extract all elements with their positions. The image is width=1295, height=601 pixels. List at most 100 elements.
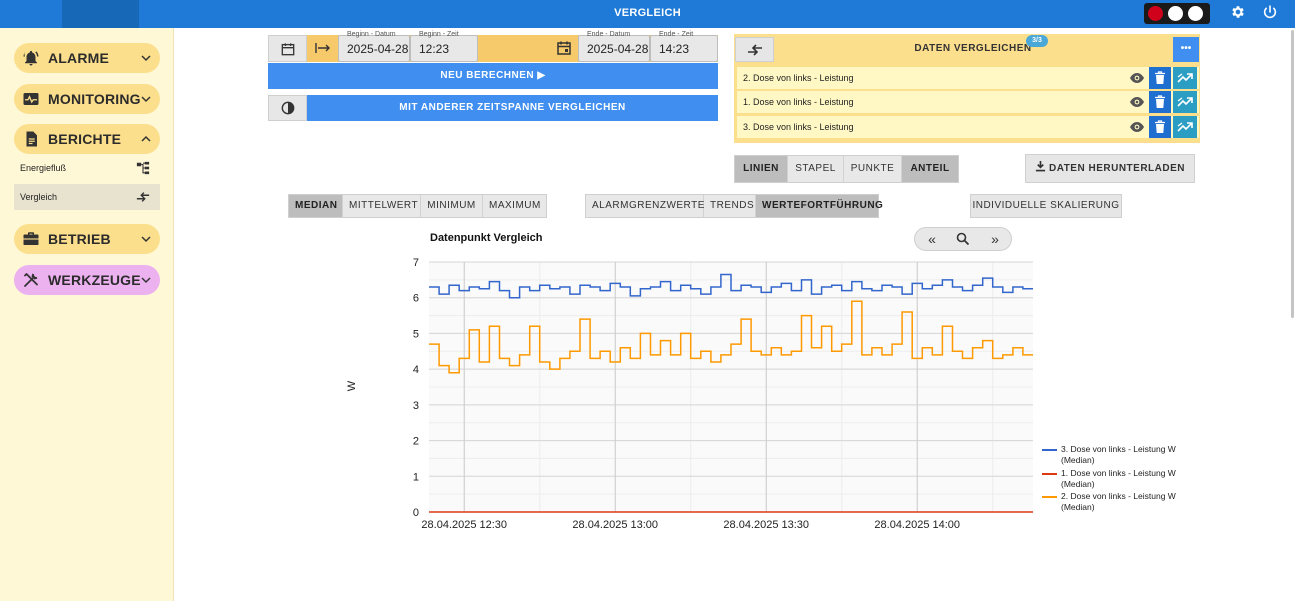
chevron-down-icon <box>141 277 151 284</box>
sidebar-item-energiefluss[interactable]: Energiefluß <box>14 155 160 181</box>
contrast-button[interactable] <box>268 95 307 121</box>
aggregation-selector: MEDIAN MITTELWERT MINIMUM MAXIMUM <box>288 194 547 218</box>
contrast-icon <box>281 101 295 115</box>
logo[interactable] <box>62 0 139 28</box>
y-tick-label: 2 <box>413 436 419 448</box>
power-icon[interactable] <box>1260 4 1280 24</box>
eye-icon[interactable] <box>1129 121 1145 133</box>
end-time-value: 14:23 <box>659 42 690 56</box>
begin-date-field[interactable]: Beginn - Datum 2025-04-28 <box>338 31 410 62</box>
eye-icon[interactable] <box>1129 72 1145 84</box>
view-mode-stacked[interactable]: STAPEL <box>788 156 844 182</box>
sidebar-item-label: BERICHTE <box>48 131 122 147</box>
compare-other-timespan-button[interactable]: MIT ANDERER ZEITSPANNE VERGLEICHEN <box>307 95 718 121</box>
sidebar-item-werkzeuge[interactable]: WERKZEUGE <box>14 265 160 295</box>
compare-row: 3. Dose von links - Leistung <box>737 116 1199 138</box>
page-title: VERGLEICH <box>614 7 681 19</box>
sidebar-item-vergleich[interactable]: Vergleich <box>14 184 160 210</box>
sidebar-item-betrieb[interactable]: BETRIEB <box>14 224 160 254</box>
x-tick-label: 28.04.2025 12:30 <box>421 519 507 531</box>
y-tick-label: 0 <box>413 507 419 519</box>
zoom-icon[interactable] <box>947 228 979 250</box>
plot-area <box>429 262 1033 512</box>
sidebar-item-monitoring[interactable]: MONITORING <box>14 84 160 114</box>
trend-button[interactable] <box>1173 91 1197 113</box>
aggregation-maximum[interactable]: MAXIMUM <box>489 200 541 211</box>
legend-label: 3. Dose von links - Leistung W (Median) <box>1061 444 1176 465</box>
compare-arrows-icon <box>136 192 150 202</box>
status-light-red <box>1148 6 1163 21</box>
trend-icon <box>1177 97 1193 107</box>
previous-range-button[interactable]: « <box>928 231 936 247</box>
end-date-field[interactable]: Ende - Datum 2025-04-28 <box>578 31 650 62</box>
overlay-value-continuation[interactable]: WERTEFORTFÜHRUNG <box>756 195 883 217</box>
eye-icon[interactable] <box>1129 96 1145 108</box>
x-tick-label: 28.04.2025 13:00 <box>572 519 658 531</box>
compare-toggle-button[interactable] <box>735 37 774 62</box>
begin-time-label: Beginn - Zeit <box>419 31 459 38</box>
y-tick-label: 5 <box>413 328 419 340</box>
end-time-label: Ende - Zeit <box>659 31 694 38</box>
end-calendar-icon[interactable] <box>556 40 572 56</box>
view-mode-lines[interactable]: LINIEN <box>735 156 788 182</box>
delete-button[interactable] <box>1149 67 1171 89</box>
download-label: DATEN HERUNTERLADEN <box>1049 163 1185 174</box>
sidebar-item-label: BETRIEB <box>48 231 111 247</box>
delete-button[interactable] <box>1149 91 1171 113</box>
aggregation-mean[interactable]: MITTELWERT <box>343 195 421 217</box>
recalculate-button[interactable]: NEU BERECHNEN ▶ <box>268 63 718 89</box>
compare-row: 2. Dose von links - Leistung <box>737 67 1199 89</box>
calendar-icon <box>281 43 295 56</box>
gear-icon[interactable] <box>1228 4 1248 24</box>
x-tick-label: 28.04.2025 14:00 <box>874 519 960 531</box>
individual-scaling-button[interactable]: INDIVIDUELLE SKALIERUNG <box>970 194 1122 218</box>
series-line-1 <box>429 273 1033 299</box>
compare-row-label: 1. Dose von links - Leistung <box>743 97 854 107</box>
sidebar-item-berichte[interactable]: BERICHTE <box>14 124 160 154</box>
y-tick-label: 7 <box>413 257 419 269</box>
overlay-alarm-limits[interactable]: ALARMGRENZWERTE <box>586 195 704 217</box>
download-data-button[interactable]: DATEN HERUNTERLADEN <box>1025 154 1195 183</box>
y-tick-label: 4 <box>413 364 419 376</box>
sidebar-item-alarme[interactable]: ALARME <box>14 43 160 73</box>
end-time-field[interactable]: Ende - Zeit 14:23 <box>650 31 718 62</box>
trend-button[interactable] <box>1173 116 1197 138</box>
legend-label: 1. Dose von links - Leistung W (Median) <box>1061 468 1176 489</box>
sidebar <box>0 28 174 601</box>
trend-button[interactable] <box>1173 67 1197 89</box>
bell-icon <box>23 50 39 66</box>
compare-row-label: 3. Dose von links - Leistung <box>743 122 854 132</box>
chart-title: Datenpunkt Vergleich <box>430 232 543 244</box>
chevron-down-icon <box>141 96 151 103</box>
chevron-down-icon <box>141 236 151 243</box>
y-tick-label: 6 <box>413 293 419 305</box>
legend-label: 2. Dose von links - Leistung W (Median) <box>1061 491 1176 512</box>
compare-count-badge: 3/3 <box>1026 35 1048 47</box>
view-mode-share[interactable]: ANTEIL <box>902 156 958 182</box>
status-light-white-2 <box>1188 6 1203 21</box>
report-icon <box>26 131 37 147</box>
delete-button[interactable] <box>1149 116 1171 138</box>
series-line-3 <box>429 300 1033 374</box>
y-axis-label: W <box>346 380 358 391</box>
end-date-label: Ende - Datum <box>587 31 631 38</box>
calendar-button[interactable] <box>268 35 307 62</box>
scrollbar[interactable] <box>1291 30 1294 318</box>
more-menu-button[interactable]: ••• <box>1173 37 1199 62</box>
sidebar-subitem-label: Energiefluß <box>20 163 67 173</box>
overlay-trends[interactable]: TRENDS <box>704 195 756 217</box>
begin-time-value: 12:23 <box>419 42 450 56</box>
aggregation-minimum[interactable]: MINIMUM <box>421 195 483 217</box>
view-mode-selector: LINIEN STAPEL PUNKTE ANTEIL <box>734 155 959 183</box>
monitoring-icon <box>23 93 39 105</box>
compare-panel-title: DATEN VERGLEICHEN <box>914 43 1032 54</box>
briefcase-icon <box>23 232 39 245</box>
begin-time-field[interactable]: Beginn - Zeit 12:23 <box>410 31 478 62</box>
x-tick-label: 28.04.2025 13:30 <box>723 519 809 531</box>
legend-swatch <box>1042 473 1057 475</box>
view-mode-points[interactable]: PUNKTE <box>844 156 902 182</box>
aggregation-median[interactable]: MEDIAN <box>289 195 343 217</box>
status-light-white-1 <box>1168 6 1183 21</box>
download-icon <box>1035 160 1046 172</box>
next-range-button[interactable]: » <box>991 231 999 247</box>
